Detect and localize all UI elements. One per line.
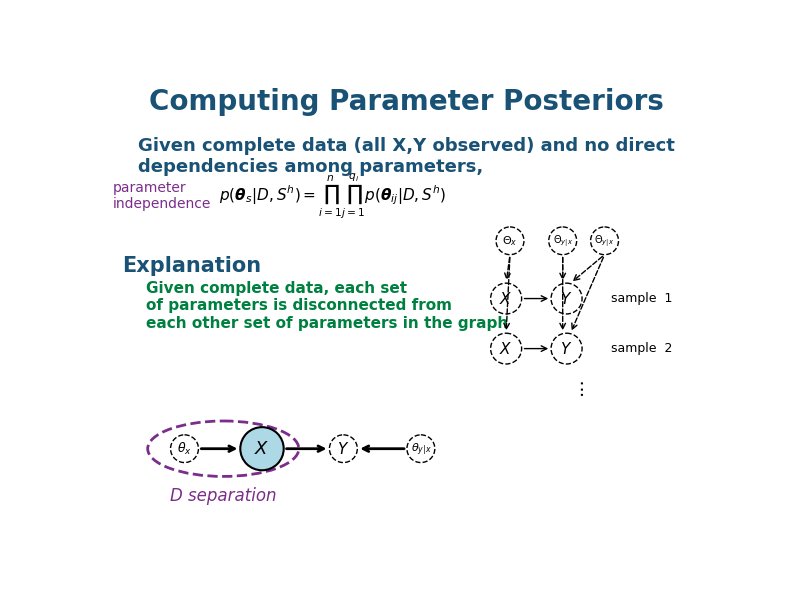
Text: $Y$: $Y$ (561, 340, 572, 356)
Text: Computing Parameter Posteriors: Computing Parameter Posteriors (149, 88, 665, 116)
Text: ...: ... (566, 376, 585, 395)
Text: $\Theta_x$: $\Theta_x$ (503, 234, 518, 248)
Text: $\theta_x$: $\theta_x$ (177, 441, 192, 457)
Text: $Y$: $Y$ (561, 290, 572, 306)
Text: $p(\boldsymbol{\theta}_s|D, S^h) = \prod_{i=1}^{n}\prod_{j=1}^{q_i}p(\boldsymbol: $p(\boldsymbol{\theta}_s|D, S^h) = \prod… (219, 171, 447, 221)
Text: $\Theta_{y|x}$: $\Theta_{y|x}$ (553, 233, 572, 249)
Text: sample  1: sample 1 (611, 292, 673, 305)
Text: Given complete data, each set
of parameters is disconnected from
each other set : Given complete data, each set of paramet… (146, 281, 508, 331)
Text: parameter
independence: parameter independence (114, 181, 211, 211)
Text: Explanation: Explanation (122, 256, 262, 276)
Text: $Y$: $Y$ (337, 441, 349, 457)
Text: $\theta_{y|x}$: $\theta_{y|x}$ (410, 441, 431, 456)
Text: D separation: D separation (170, 487, 276, 505)
Text: $\Theta_{y|x}$: $\Theta_{y|x}$ (595, 233, 615, 249)
Text: $X$: $X$ (499, 290, 513, 306)
Circle shape (241, 427, 283, 470)
Text: Given complete data (all X,Y observed) and no direct
dependencies among paramete: Given complete data (all X,Y observed) a… (138, 137, 675, 176)
Text: sample  2: sample 2 (611, 342, 673, 355)
Text: $X$: $X$ (254, 440, 270, 458)
Text: $X$: $X$ (499, 340, 513, 356)
